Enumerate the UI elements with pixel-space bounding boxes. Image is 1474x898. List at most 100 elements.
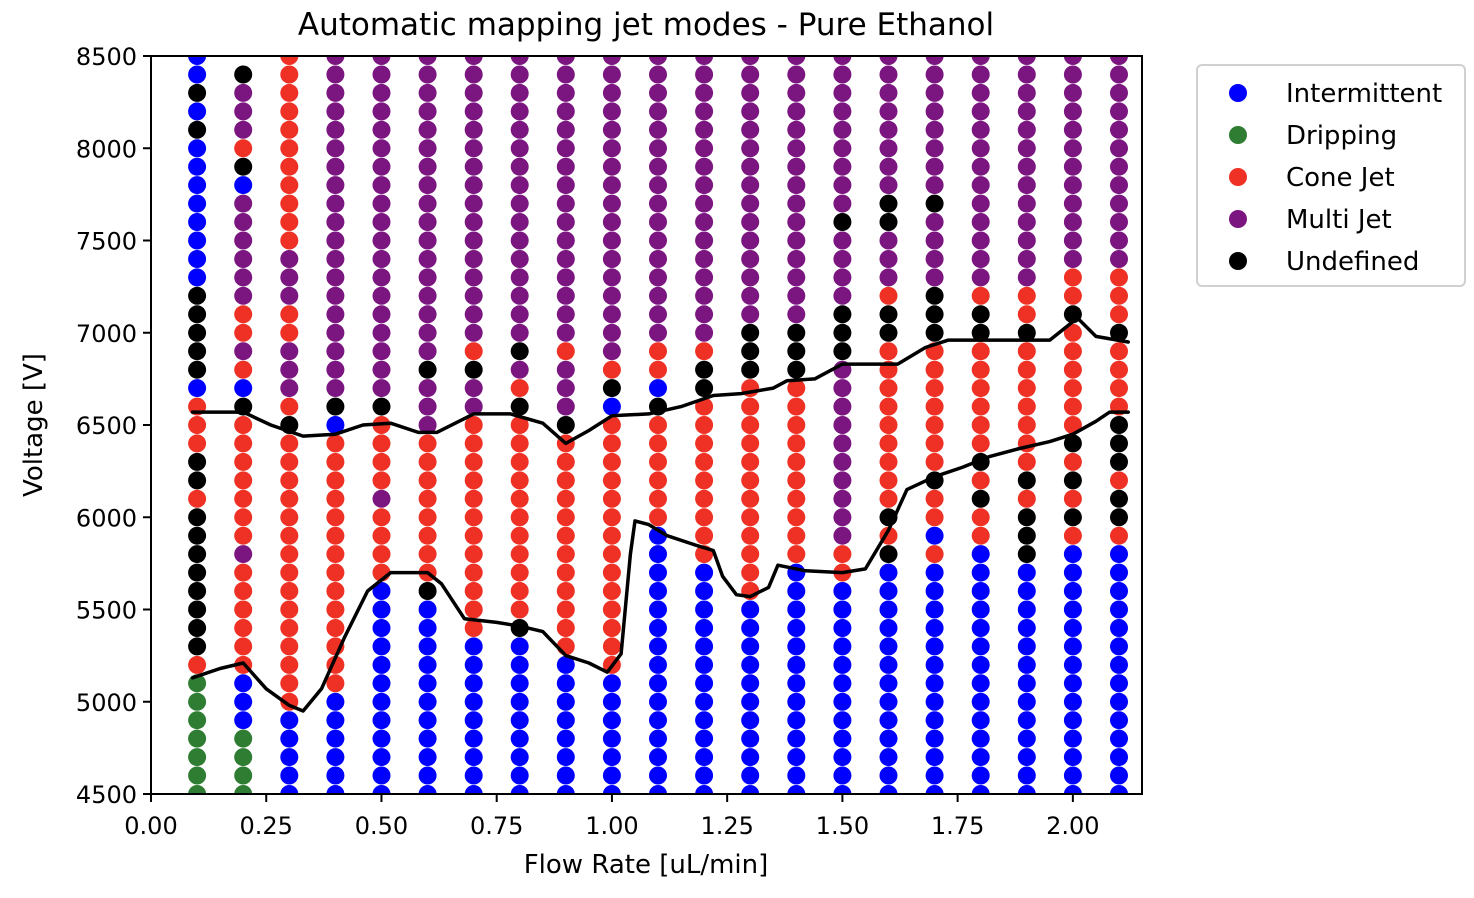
data-point-intermittent — [879, 711, 898, 730]
data-point-intermittent — [188, 56, 207, 65]
data-point-undefined — [925, 286, 944, 305]
data-point-cone-jet — [741, 397, 760, 416]
data-point-multi-jet — [234, 83, 253, 102]
data-point-intermittent — [372, 766, 391, 785]
data-point-undefined — [971, 489, 990, 508]
data-point-cone-jet — [372, 545, 391, 564]
x-axis-label: Flow Rate [uL/min] — [524, 850, 769, 880]
data-point-cone-jet — [280, 176, 299, 195]
data-point-multi-jet — [833, 434, 852, 453]
data-point-multi-jet — [372, 489, 391, 508]
data-point-intermittent — [556, 785, 575, 794]
data-point-multi-jet — [787, 56, 806, 65]
data-point-intermittent — [879, 766, 898, 785]
data-point-cone-jet — [741, 452, 760, 471]
data-point-multi-jet — [556, 83, 575, 102]
data-point-cone-jet — [741, 508, 760, 527]
data-point-multi-jet — [372, 194, 391, 213]
data-point-intermittent — [787, 785, 806, 794]
data-point-intermittent — [418, 711, 437, 730]
data-point-multi-jet — [833, 194, 852, 213]
data-point-cone-jet — [326, 619, 345, 637]
data-point-intermittent — [1063, 711, 1082, 730]
data-point-multi-jet — [234, 268, 253, 287]
data-point-intermittent — [372, 785, 391, 794]
data-point-cone-jet — [1110, 526, 1128, 545]
data-point-undefined — [833, 342, 852, 361]
data-point-cone-jet — [602, 489, 621, 508]
data-point-cone-jet — [280, 637, 299, 656]
data-point-intermittent — [510, 785, 529, 794]
data-point-intermittent — [1017, 692, 1036, 711]
data-point-intermittent — [602, 748, 621, 767]
data-point-cone-jet — [649, 342, 667, 361]
data-point-cone-jet — [234, 600, 253, 619]
data-point-undefined — [188, 619, 207, 637]
data-point-multi-jet — [556, 56, 575, 65]
data-point-intermittent — [418, 637, 437, 656]
data-point-intermittent — [1110, 619, 1128, 637]
data-point-multi-jet — [787, 102, 806, 121]
data-point-cone-jet — [602, 600, 621, 619]
data-point-multi-jet — [1063, 176, 1082, 195]
data-point-cone-jet — [326, 563, 345, 582]
data-point-multi-jet — [464, 323, 483, 342]
plot-frame — [150, 55, 1143, 795]
data-point-intermittent — [188, 213, 207, 231]
data-point-intermittent — [372, 711, 391, 730]
data-point-multi-jet — [234, 102, 253, 121]
data-point-intermittent — [879, 785, 898, 794]
data-point-cone-jet — [234, 563, 253, 582]
data-point-cone-jet — [556, 342, 575, 361]
data-point-intermittent — [741, 748, 760, 767]
data-point-cone-jet — [510, 508, 529, 527]
data-point-multi-jet — [418, 56, 437, 65]
data-point-multi-jet — [649, 120, 667, 139]
data-point-multi-jet — [326, 213, 345, 231]
data-point-intermittent — [649, 600, 667, 619]
data-point-undefined — [188, 526, 207, 545]
data-point-cone-jet — [510, 489, 529, 508]
data-point-multi-jet — [649, 268, 667, 287]
data-point-cone-jet — [326, 489, 345, 508]
data-point-cone-jet — [418, 489, 437, 508]
data-point-multi-jet — [741, 231, 760, 250]
data-point-intermittent — [418, 692, 437, 711]
data-point-multi-jet — [833, 176, 852, 195]
data-point-cone-jet — [879, 397, 898, 416]
data-point-cone-jet — [464, 545, 483, 564]
data-point-undefined — [787, 342, 806, 361]
data-point-multi-jet — [879, 157, 898, 176]
data-point-cone-jet — [695, 416, 714, 434]
data-point-intermittent — [602, 711, 621, 730]
data-point-intermittent — [1110, 600, 1128, 619]
data-point-multi-jet — [971, 157, 990, 176]
data-point-cone-jet — [971, 342, 990, 361]
data-point-multi-jet — [510, 56, 529, 65]
data-point-intermittent — [971, 692, 990, 711]
data-point-dripping — [188, 692, 207, 711]
data-point-intermittent — [602, 766, 621, 785]
data-point-cone-jet — [372, 471, 391, 490]
data-point-intermittent — [695, 637, 714, 656]
data-point-multi-jet — [510, 176, 529, 195]
data-point-cone-jet — [971, 526, 990, 545]
data-point-multi-jet — [510, 65, 529, 84]
data-point-intermittent — [971, 785, 990, 794]
y-tick-label: 8000 — [76, 135, 137, 163]
data-point-cone-jet — [280, 83, 299, 102]
data-point-intermittent — [879, 674, 898, 693]
data-point-multi-jet — [418, 120, 437, 139]
data-point-intermittent — [1017, 766, 1036, 785]
data-point-cone-jet — [879, 452, 898, 471]
data-point-multi-jet — [649, 194, 667, 213]
data-point-intermittent — [1110, 766, 1128, 785]
data-point-cone-jet — [510, 563, 529, 582]
data-point-multi-jet — [326, 83, 345, 102]
data-point-intermittent — [925, 785, 944, 794]
data-point-undefined — [741, 342, 760, 361]
data-point-undefined — [1063, 508, 1082, 527]
data-point-intermittent — [188, 194, 207, 213]
data-point-multi-jet — [602, 65, 621, 84]
data-point-multi-jet — [602, 231, 621, 250]
